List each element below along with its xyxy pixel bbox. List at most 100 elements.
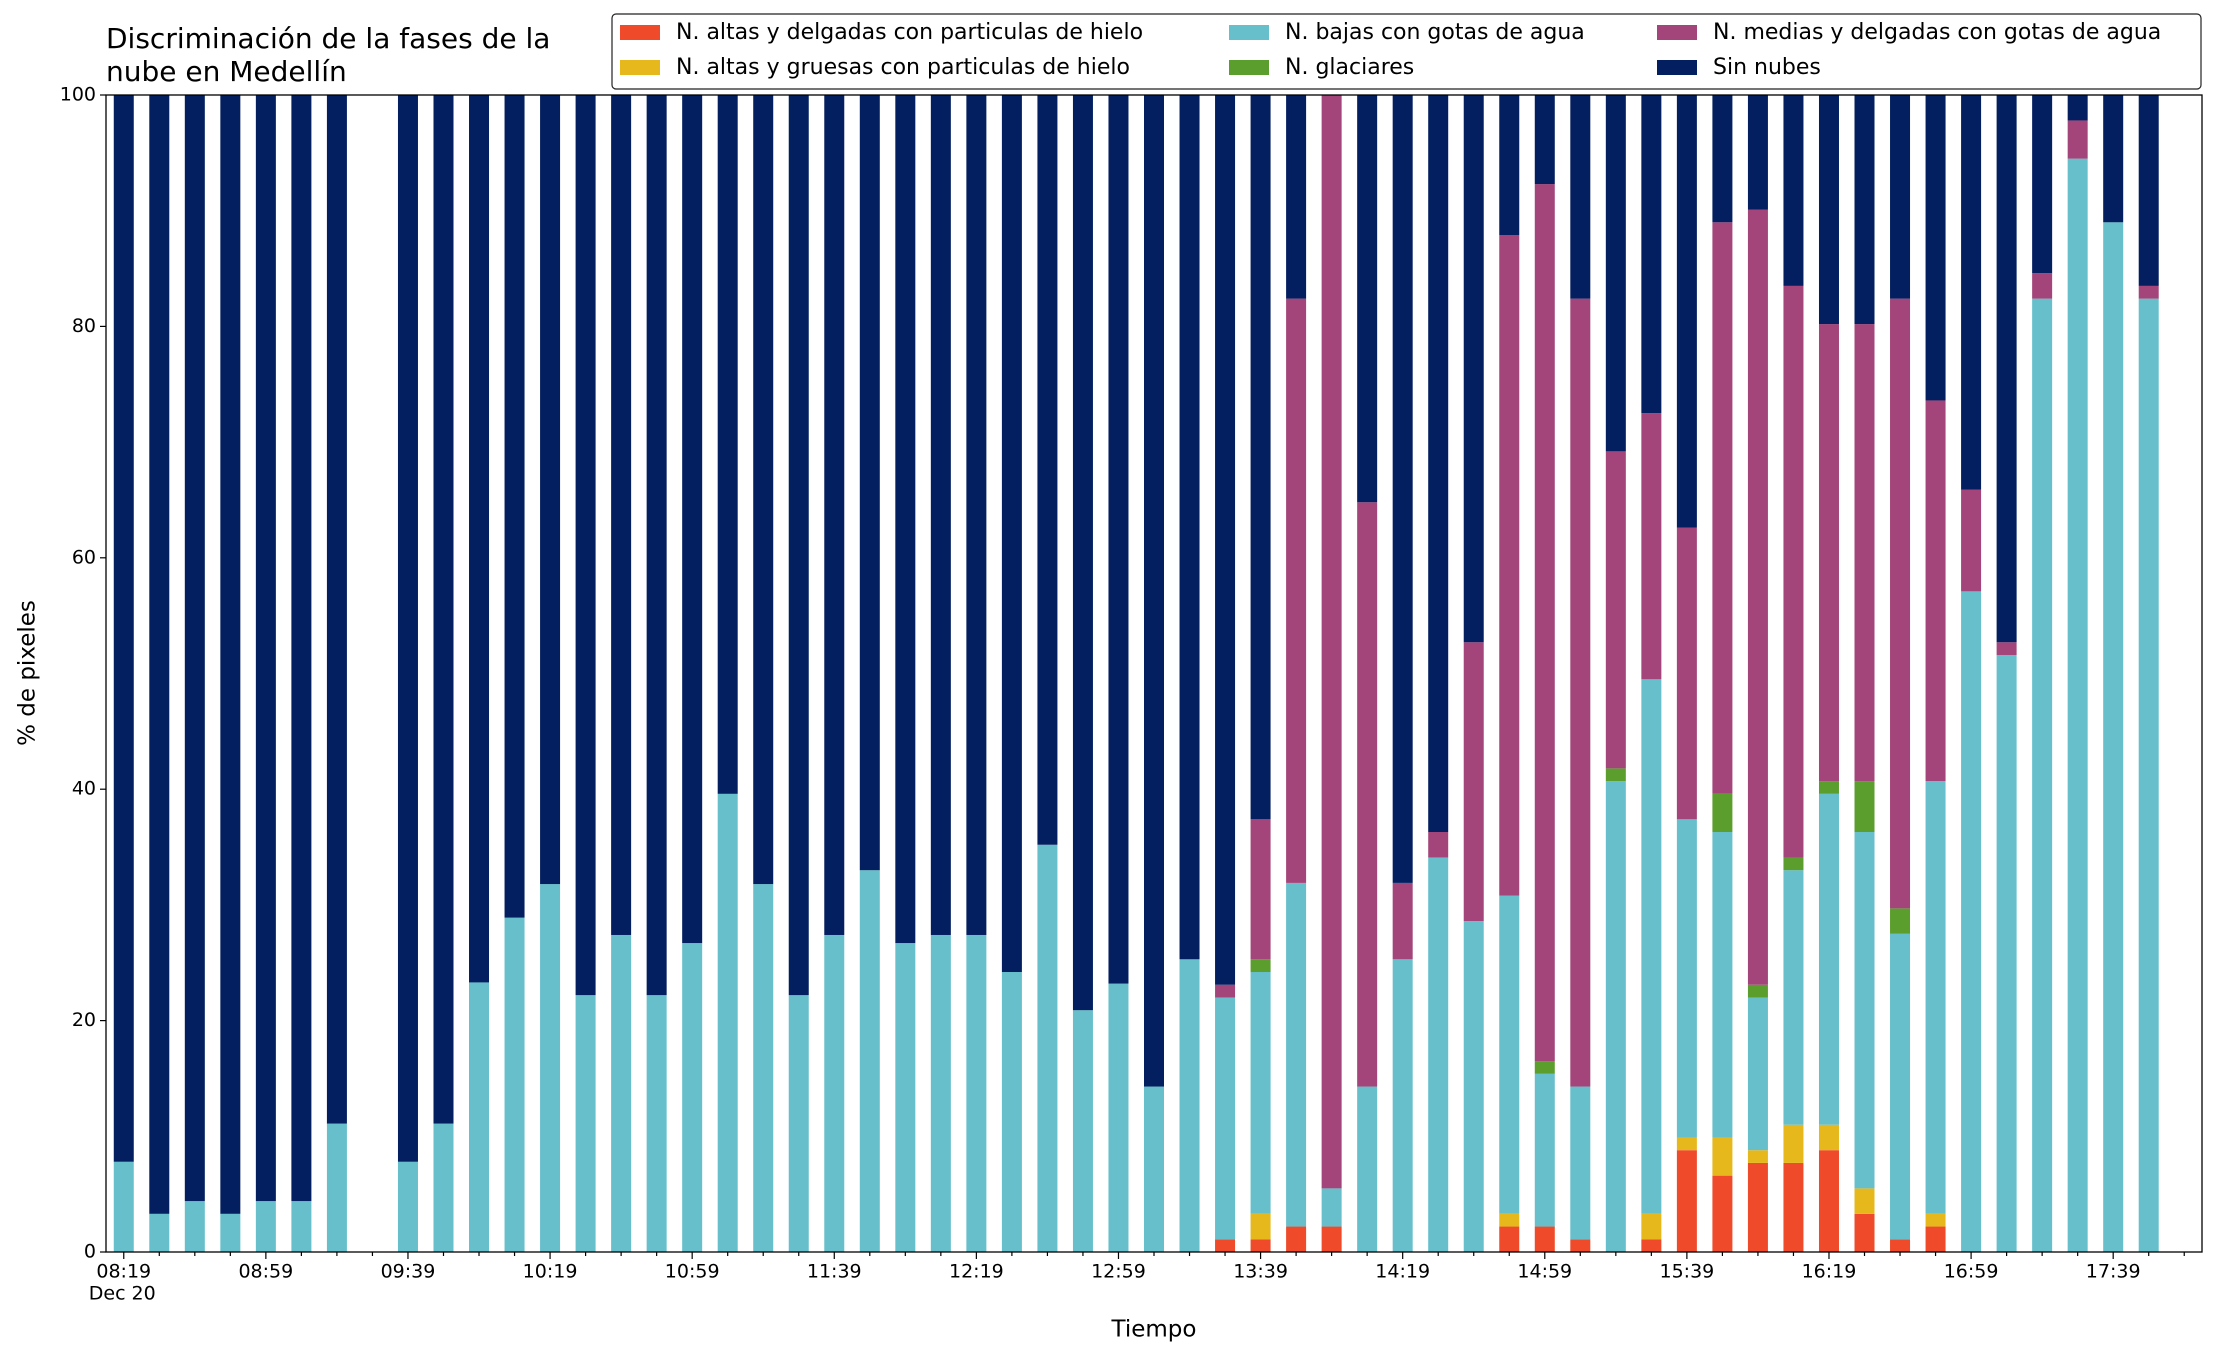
bar-segment (1676, 95, 1697, 528)
bar-segment (1250, 972, 1271, 1214)
bar-segment (255, 95, 276, 1202)
bar-segment (1605, 768, 1626, 782)
bar-segment (575, 995, 596, 1252)
bar-segment (1712, 95, 1733, 223)
x-tick-label: 16:19 (1802, 1261, 1857, 1283)
bar-segment (469, 982, 490, 1252)
bar-segment (1463, 95, 1484, 643)
bar-segment (2138, 298, 2159, 1253)
bar-segment (291, 1201, 312, 1252)
bar-segment (469, 95, 490, 983)
bar-segment (1854, 95, 1875, 325)
bar-segment (1712, 222, 1733, 794)
y-tick-label: 40 (72, 778, 96, 800)
bar-segment (1747, 997, 1768, 1151)
bar-segment (1534, 1226, 1555, 1252)
bar-segment (1144, 95, 1164, 1087)
bar-segment (1996, 95, 2017, 643)
bar-segment (575, 95, 596, 996)
bar-segment (1854, 781, 1875, 833)
bar-segment (1144, 1086, 1164, 1252)
bar-segment (1250, 95, 1271, 820)
bar-segment (1783, 1124, 1804, 1163)
bar-segment (1215, 95, 1236, 985)
bar-segment (433, 95, 454, 1124)
bar-segment (1818, 324, 1839, 782)
bar-segment (1641, 1239, 1662, 1252)
bar-segment (611, 934, 632, 1252)
bar-segment (1250, 1239, 1271, 1252)
bar-segment (1072, 95, 1093, 1011)
bar-segment (1321, 1226, 1342, 1252)
bar-segment (1854, 832, 1875, 1189)
bar-segment (824, 934, 845, 1252)
bar-segment (1996, 654, 2017, 1252)
bar-segment (646, 995, 667, 1252)
bar-segment (1925, 1213, 1946, 1227)
x-axis-label: Tiempo (1111, 1317, 1197, 1343)
bar-segment (1499, 234, 1520, 896)
bar-segment (1392, 882, 1413, 960)
bar-segment (753, 95, 774, 885)
bar-segment (646, 95, 667, 996)
bar-segment (1854, 1188, 1875, 1214)
bar-segment (859, 870, 880, 1252)
legend: N. altas y delgadas con particulas de hi… (611, 13, 2202, 90)
bar-segment (397, 1161, 418, 1252)
bar-segment (1925, 400, 1946, 782)
bar-segment (930, 934, 951, 1252)
bar-segment (1747, 209, 1768, 985)
bar-segment (1712, 1137, 1733, 1176)
bar-segment (2032, 273, 2053, 299)
x-sublabel: Dec 20 (89, 1283, 156, 1305)
y-tick-label: 20 (72, 1009, 96, 1031)
bar-segment (1357, 502, 1378, 1087)
bar-segment (1534, 184, 1555, 1062)
legend-swatch (1229, 60, 1269, 75)
bar-segment (1072, 1010, 1093, 1252)
bar-segment (682, 943, 703, 1252)
bar-segment (1428, 857, 1449, 1252)
x-tick-label: 12:19 (949, 1261, 1004, 1283)
y-tick-label: 60 (72, 546, 96, 568)
bar-segment (1747, 984, 1768, 998)
bar-segment (1783, 1162, 1804, 1252)
bar-segment (2032, 298, 2053, 1253)
legend-label: N. altas y gruesas con particulas de hie… (676, 55, 1130, 80)
x-tick-label: 08:59 (238, 1261, 293, 1283)
bar-segment (1925, 95, 1946, 401)
bar-segment (1641, 679, 1662, 1214)
bar-segment (2067, 120, 2088, 159)
bar-segment (2103, 95, 2124, 223)
bar-segment (1534, 95, 1555, 185)
legend-swatch (620, 25, 660, 40)
bar-segment (966, 95, 987, 935)
bar-segment (149, 1213, 170, 1252)
bar-segment (1499, 1226, 1520, 1252)
bar-segment (1605, 95, 1626, 452)
bar-segment (1854, 324, 1875, 782)
bar-segment (1037, 95, 1058, 845)
bar-segment (1854, 1213, 1875, 1252)
x-tick-label: 10:19 (523, 1261, 578, 1283)
bar-segment (1534, 1061, 1555, 1074)
bar-segment (1783, 857, 1804, 871)
bar-segment (895, 943, 916, 1252)
bar-segment (1250, 819, 1271, 960)
bar-segment (1286, 882, 1307, 1227)
bar-segment (1925, 781, 1946, 1214)
x-tick-label: 12:59 (1091, 1261, 1146, 1283)
bar-segment (1747, 1162, 1768, 1252)
bar-segment (326, 95, 347, 1124)
bar-segment (1428, 95, 1449, 833)
legend-box (611, 13, 2202, 90)
bar-segment (966, 934, 987, 1252)
bar-segment (1605, 451, 1626, 769)
bar-segment (1818, 793, 1839, 1125)
bar-segment (1712, 793, 1733, 833)
bar-segment (1676, 1137, 1697, 1151)
bar-segment (504, 95, 525, 918)
bar-segment (1286, 1226, 1307, 1252)
x-tick-label: 17:39 (2086, 1261, 2141, 1283)
bar-segment (1676, 1150, 1697, 1252)
